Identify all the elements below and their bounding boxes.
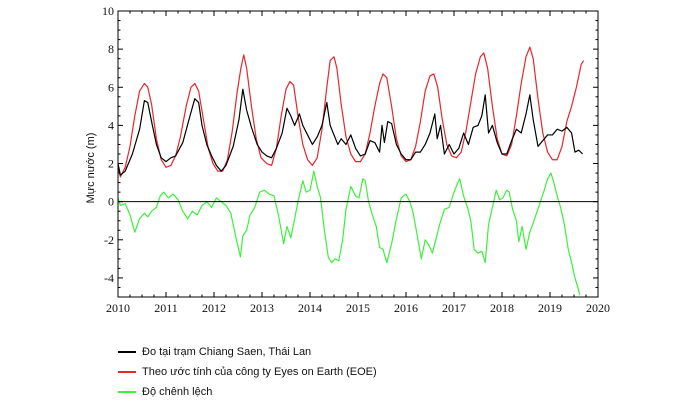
x-tick-label: 2012 — [202, 301, 226, 315]
series-line-2 — [117, 170, 581, 296]
legend-swatch-green — [118, 391, 136, 393]
axes: 2010 2011 2012 2013 2014 2015 2016 2017 2018 2019… — [102, 4, 610, 315]
series-line-0 — [117, 88, 584, 176]
legend-swatch-black — [118, 351, 136, 353]
legend-label-estimate: Theo ước tính của công ty Eyes on Earth … — [142, 366, 377, 378]
x-tick-label: 2011 — [154, 301, 178, 315]
y-tick-label: 2 — [108, 157, 114, 171]
x-tick-label: 2019 — [538, 301, 562, 315]
y-tick-label: -4 — [104, 271, 114, 285]
y-tick-label: 6 — [108, 80, 114, 94]
x-tick-label: 2013 — [250, 301, 274, 315]
legend-item-measured: Đo tại trạm Chiang Saen, Thái Lan — [118, 342, 538, 362]
plot-frame — [117, 10, 599, 298]
y-tick-label: -2 — [104, 233, 114, 247]
y-tick-label: 10 — [102, 4, 114, 18]
x-tick-label: 2010 — [106, 301, 130, 315]
legend-swatch-red — [118, 371, 136, 373]
x-tick-label: 2015 — [346, 301, 370, 315]
x-tick-label: 2016 — [394, 301, 418, 315]
legend-item-estimate: Theo ước tính của công ty Eyes on Earth … — [118, 362, 538, 382]
x-tick-label: 2017 — [442, 301, 466, 315]
plot-area — [117, 46, 585, 296]
legend-item-difference: Độ chênh lệch — [118, 382, 538, 402]
y-tick-label: 8 — [108, 42, 114, 56]
y-axis-label: Mực nước (m) — [85, 133, 97, 204]
x-tick-label: 2020 — [586, 301, 610, 315]
y-tick-label: 0 — [108, 195, 114, 209]
legend-label-measured: Đo tại trạm Chiang Saen, Thái Lan — [142, 346, 312, 358]
x-tick-label: 2014 — [298, 301, 322, 315]
legend: Đo tại trạm Chiang Saen, Thái Lan Theo ư… — [118, 342, 538, 402]
x-tick-label: 2018 — [490, 301, 514, 315]
y-tick-label: 4 — [108, 118, 114, 132]
series-line-1 — [117, 46, 585, 178]
legend-label-difference: Độ chênh lệch — [142, 386, 213, 398]
